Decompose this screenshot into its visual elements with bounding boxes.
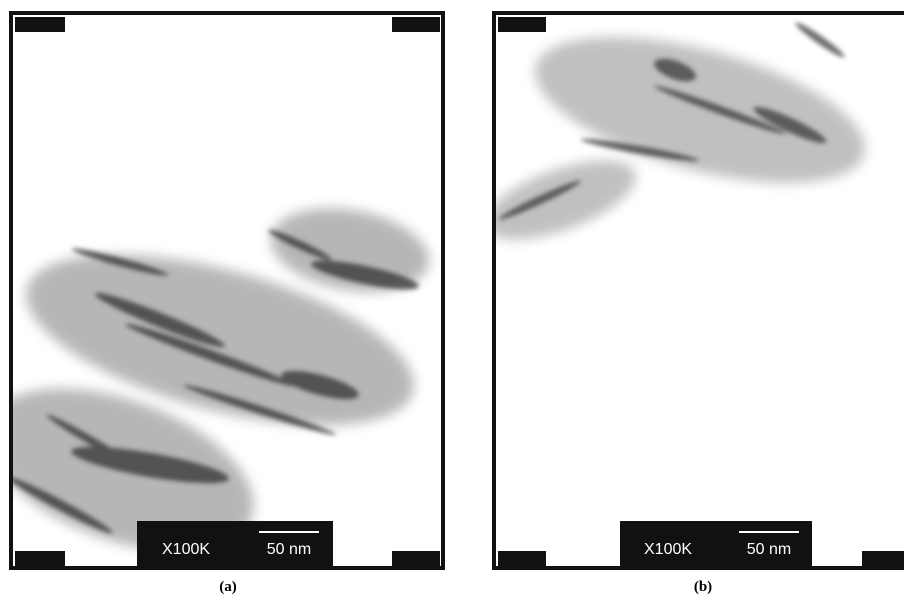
micrograph-a: X100K 50 nm: [0, 13, 443, 584]
magnification: X100K: [644, 541, 692, 558]
magnification: X100K: [162, 541, 210, 558]
figure: X100K 50 nm (a) X100K 50 nm (b): [0, 0, 904, 601]
scale-label: 50 nm: [267, 541, 311, 558]
micrograph-b: X100K 50 nm: [475, 8, 904, 568]
panel-label: (a): [219, 579, 237, 595]
scale-label: 50 nm: [747, 541, 791, 558]
panel-label: (b): [694, 579, 712, 595]
